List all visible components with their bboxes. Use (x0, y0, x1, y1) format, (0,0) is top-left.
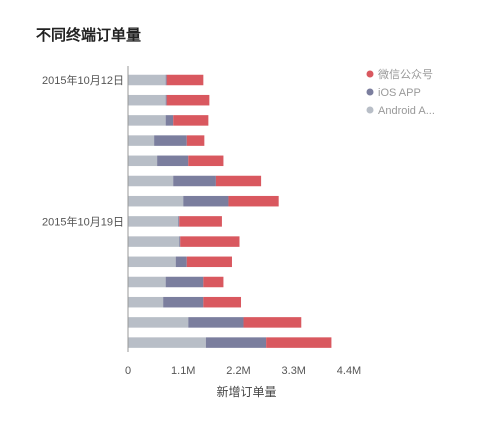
bar-segment[interactable] (128, 276, 166, 288)
bar-segment[interactable] (166, 94, 210, 106)
bar-segment[interactable] (179, 236, 181, 247)
legend-entry[interactable]: 微信公众号 (378, 67, 433, 81)
bar-segment[interactable] (165, 94, 167, 106)
bar-segment[interactable] (186, 256, 232, 268)
y-tick-label: 2015年10月19日 (42, 214, 124, 228)
x-tick-label: 3.3M (282, 365, 306, 377)
y-axis: 2015年10月12日 2015年10月19日 (42, 66, 129, 352)
bar-segment[interactable] (266, 337, 332, 348)
bar-segment[interactable] (163, 296, 204, 308)
bar-segment[interactable] (173, 115, 209, 126)
legend[interactable]: 微信公众号 iOS APP Android A... (366, 67, 435, 117)
x-axis: 0 1.1M 2.2M 3.3M 4.4M (125, 365, 361, 377)
legend-entry[interactable]: Android A... (378, 105, 435, 117)
bars-group (128, 74, 332, 348)
bar-segment[interactable] (175, 256, 187, 268)
legend-marker (366, 88, 374, 96)
bar-segment[interactable] (205, 337, 267, 348)
y-tick-label: 2015年10月12日 (42, 73, 124, 87)
x-tick-label: 2.2M (226, 365, 250, 377)
bar-segment[interactable] (165, 115, 174, 126)
bar-segment[interactable] (128, 175, 174, 187)
bar-segment[interactable] (173, 175, 216, 187)
bar-segment[interactable] (203, 276, 224, 288)
bar-segment[interactable] (128, 296, 164, 308)
bar-segment[interactable] (165, 276, 204, 288)
legend-marker (366, 70, 374, 78)
bar-segment[interactable] (128, 155, 158, 167)
x-tick-label: 0 (125, 365, 131, 377)
bar-segment[interactable] (188, 155, 224, 167)
bar-segment[interactable] (157, 155, 189, 167)
legend-marker (366, 106, 374, 114)
bar-segment[interactable] (128, 115, 166, 126)
x-axis-label: 新增订单量 (216, 384, 276, 399)
bar-segment[interactable] (215, 175, 262, 187)
x-tick-label: 4.4M (337, 365, 361, 377)
legend-entry[interactable]: iOS APP (378, 87, 421, 99)
bar-segment[interactable] (243, 317, 302, 328)
bar-segment[interactable] (128, 337, 206, 348)
bar-segment[interactable] (154, 135, 187, 146)
chart-title: 不同终端订单量 (36, 27, 142, 44)
bar-segment[interactable] (203, 296, 242, 308)
bar-segment[interactable] (128, 236, 180, 247)
bar-segment[interactable] (128, 216, 179, 227)
bar-segment[interactable] (228, 195, 279, 207)
bar-segment[interactable] (180, 236, 240, 247)
bar-segment[interactable] (128, 195, 184, 207)
bar-segment[interactable] (128, 94, 166, 106)
bar-segment[interactable] (128, 317, 189, 328)
bar-segment[interactable] (179, 216, 222, 227)
bar-segment[interactable] (186, 135, 205, 146)
bar-segment[interactable] (183, 195, 229, 207)
x-tick-label: 1.1M (171, 365, 195, 377)
bar-segment[interactable] (128, 74, 166, 86)
bar-segment[interactable] (188, 317, 244, 328)
bar-segment[interactable] (128, 256, 176, 268)
bar-segment[interactable] (166, 74, 204, 86)
bar-segment[interactable] (178, 216, 180, 227)
bar-segment[interactable] (128, 135, 155, 146)
bar-segment[interactable] (165, 74, 167, 86)
